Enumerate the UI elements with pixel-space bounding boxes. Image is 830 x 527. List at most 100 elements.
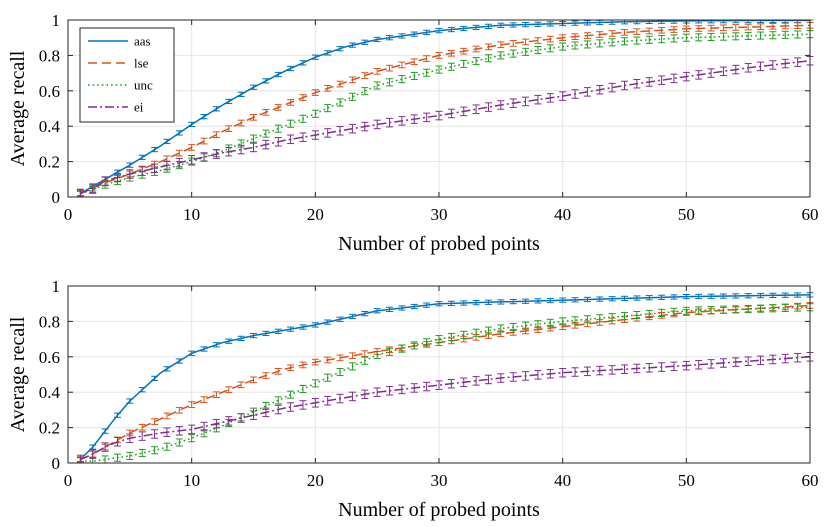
errorbar-ei xyxy=(719,358,727,368)
errorbar-ei xyxy=(583,366,591,377)
errorbar-ei xyxy=(719,66,727,77)
errorbar-lse xyxy=(534,37,542,44)
errorbar-ei xyxy=(138,166,146,176)
errorbar-lse xyxy=(200,137,208,145)
errorbar-lse xyxy=(633,28,641,36)
errorbar-ei xyxy=(571,89,579,99)
errorbar-ei xyxy=(769,354,777,365)
errorbar-unc xyxy=(287,390,295,399)
errorbar-unc xyxy=(744,304,752,314)
errorbar-ei xyxy=(447,378,455,389)
legend: aas lse unc ei xyxy=(79,27,175,123)
errorbar-aas xyxy=(212,106,220,112)
errorbar-lse xyxy=(237,381,245,389)
errorbar-ei xyxy=(175,426,183,436)
legend-label-aas: aas xyxy=(134,34,151,49)
errorbar-ei xyxy=(250,410,257,420)
errorbar-aas xyxy=(571,297,579,303)
errorbar-aas xyxy=(484,23,492,29)
errorbar-ei xyxy=(583,87,591,97)
errorbar-aas xyxy=(262,330,270,337)
errorbar-ei xyxy=(410,114,418,124)
errorbar-ei xyxy=(163,427,171,437)
errorbar-unc xyxy=(682,33,690,42)
errorbar-ei xyxy=(287,134,295,145)
errorbar-aas xyxy=(225,338,233,344)
y-tick-label: 0.4 xyxy=(39,117,61,136)
errorbar-ei xyxy=(299,132,307,142)
errorbar-ei xyxy=(200,152,208,162)
errorbar-ei xyxy=(324,128,332,138)
errorbar-aas xyxy=(138,387,146,393)
errorbar-aas xyxy=(386,306,394,312)
errorbar-lse xyxy=(225,125,233,133)
errorbar-lse xyxy=(250,376,257,384)
errorbar-lse xyxy=(274,104,282,111)
errorbar-aas xyxy=(250,84,257,90)
errorbar-unc xyxy=(311,109,319,118)
errorbar-ei xyxy=(386,386,394,396)
errorbar-aas xyxy=(348,42,356,48)
errorbar-aas xyxy=(212,342,220,348)
errorbar-unc xyxy=(757,31,765,40)
errorbar-unc xyxy=(423,338,431,347)
errorbar-unc xyxy=(583,315,591,324)
errorbar-aas xyxy=(447,26,455,33)
errorbar-unc xyxy=(324,373,332,382)
errorbar-lse xyxy=(311,358,319,366)
errorbar-unc xyxy=(509,49,517,58)
errorbar-aas xyxy=(559,297,567,303)
errorbar-aas xyxy=(546,297,554,304)
errorbar-lse xyxy=(175,406,183,414)
errorbar-aas xyxy=(633,295,641,301)
errorbar-lse xyxy=(250,114,257,121)
errorbar-unc xyxy=(546,318,554,327)
errorbar-lse xyxy=(608,30,616,37)
errorbar-ei xyxy=(633,363,641,374)
errorbar-aas xyxy=(163,138,171,145)
errorbar-aas xyxy=(546,21,554,27)
x-tick-label: 60 xyxy=(802,205,819,224)
errorbar-aas xyxy=(621,295,628,302)
errorbar-aas xyxy=(645,295,653,301)
legend-label-lse: lse xyxy=(134,56,149,71)
errorbar-unc xyxy=(126,451,134,460)
errorbar-unc xyxy=(794,303,802,312)
errorbar-ei xyxy=(287,402,295,412)
errorbar-ei xyxy=(757,355,765,366)
y-tick-label: 0.2 xyxy=(39,153,60,172)
errorbar-aas xyxy=(151,146,159,153)
errorbar-aas xyxy=(460,25,468,32)
errorbar-ei xyxy=(732,357,740,367)
errorbar-ei xyxy=(435,380,443,390)
errorbar-ei xyxy=(744,63,752,73)
errorbar-lse xyxy=(287,99,295,106)
errorbar-unc xyxy=(633,36,641,45)
errorbar-lse xyxy=(361,350,369,357)
errorbar-lse xyxy=(386,64,394,72)
y-tick-label: 0.8 xyxy=(39,46,60,65)
errorbar-ei xyxy=(670,361,678,372)
errorbar-unc xyxy=(583,40,591,49)
errorbar-unc xyxy=(324,104,332,113)
x-tick-label: 60 xyxy=(802,471,819,490)
series-line-lse xyxy=(80,304,811,461)
errorbar-unc xyxy=(348,362,356,371)
errorbar-lse xyxy=(472,45,480,53)
errorbar-ei xyxy=(509,98,517,108)
errorbar-unc xyxy=(621,37,628,46)
errorbar-aas xyxy=(373,36,381,43)
errorbar-ei xyxy=(682,71,690,82)
errorbar-aas xyxy=(522,21,530,28)
errorbar-aas xyxy=(200,346,208,352)
errorbar-aas xyxy=(781,292,789,298)
errorbar-ei xyxy=(225,146,233,157)
errorbar-ei xyxy=(596,365,604,376)
x-tick-label: 40 xyxy=(554,471,571,490)
errorbar-ei xyxy=(361,121,369,132)
y-tick-label: 0 xyxy=(52,188,61,207)
errorbar-unc xyxy=(460,59,468,68)
errorbar-ei xyxy=(188,155,196,165)
errorbar-aas xyxy=(299,324,307,330)
errorbar-ei xyxy=(101,176,109,186)
